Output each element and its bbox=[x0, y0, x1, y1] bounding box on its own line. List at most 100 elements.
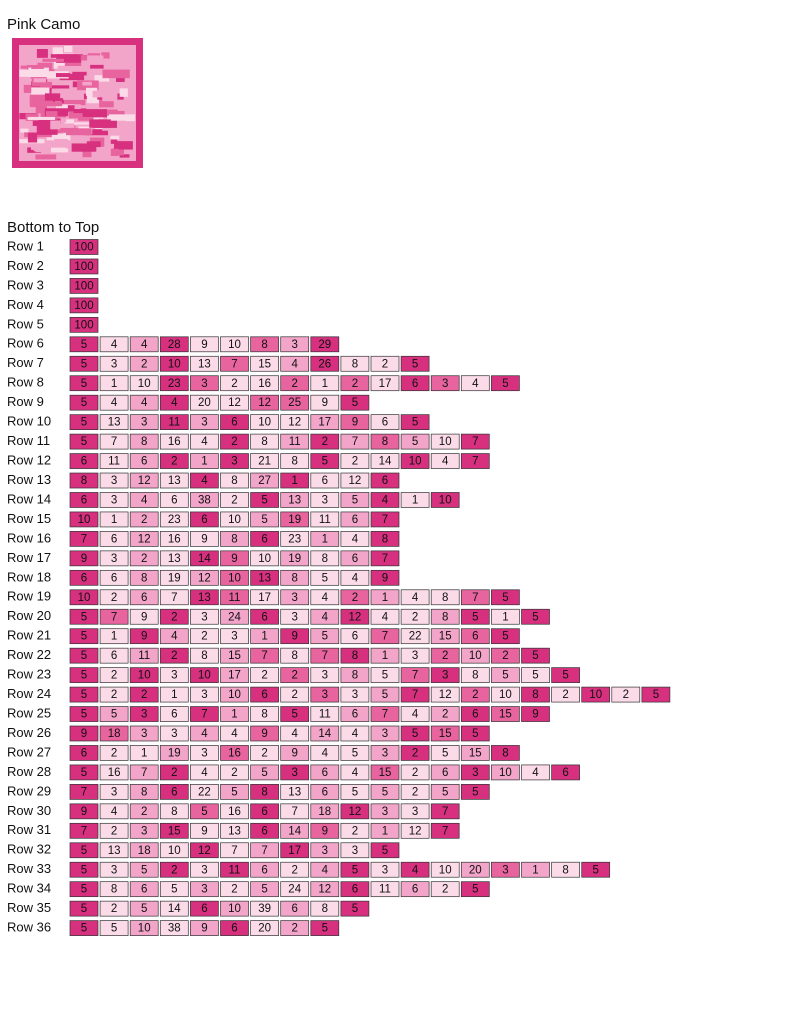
camo-blob bbox=[86, 141, 101, 148]
camo-blob bbox=[46, 133, 71, 141]
cell bbox=[69, 725, 99, 742]
cell bbox=[250, 433, 279, 450]
cell bbox=[99, 822, 129, 839]
cell bbox=[190, 803, 219, 820]
cell-count: 5 bbox=[171, 884, 177, 896]
cell-count: 9 bbox=[201, 923, 207, 935]
cell-count: 5 bbox=[81, 689, 87, 701]
cell bbox=[69, 569, 99, 586]
row-label: Row 9 bbox=[7, 394, 44, 409]
cell bbox=[430, 375, 460, 392]
cell-count: 14 bbox=[198, 553, 211, 565]
cell bbox=[521, 706, 550, 722]
cell bbox=[99, 803, 129, 820]
cell-count: 3 bbox=[141, 728, 147, 740]
cell-count: 3 bbox=[141, 417, 147, 429]
cell-count: 8 bbox=[201, 650, 207, 662]
cell bbox=[69, 745, 99, 761]
camo-blob bbox=[45, 111, 58, 120]
cell-count: 2 bbox=[412, 747, 418, 759]
cell bbox=[129, 355, 159, 372]
cell-count: 2 bbox=[231, 767, 237, 779]
row-label: Row 33 bbox=[7, 861, 51, 876]
cell bbox=[280, 433, 310, 450]
cell-count: 5 bbox=[81, 845, 87, 857]
cell bbox=[280, 706, 310, 722]
cell bbox=[129, 647, 159, 664]
cell bbox=[280, 511, 310, 528]
cell-count: 15 bbox=[439, 728, 452, 740]
cell-count: 3 bbox=[231, 631, 237, 643]
cell-count: 6 bbox=[442, 767, 448, 779]
cell bbox=[69, 453, 99, 469]
cell-count: 19 bbox=[168, 572, 181, 584]
cell bbox=[310, 511, 340, 528]
cell bbox=[190, 589, 219, 606]
cell-count: 9 bbox=[201, 825, 207, 837]
cell bbox=[280, 628, 310, 645]
cell bbox=[460, 686, 490, 703]
cell bbox=[340, 375, 370, 392]
cell-count: 19 bbox=[288, 553, 301, 565]
camo-blob bbox=[75, 124, 93, 128]
cell bbox=[159, 881, 189, 898]
cell bbox=[370, 414, 400, 430]
cell bbox=[99, 725, 129, 742]
cell bbox=[129, 745, 159, 761]
row-label: Row 20 bbox=[7, 608, 51, 623]
cell-count: 15 bbox=[439, 631, 452, 643]
cell-count: 10 bbox=[228, 689, 241, 701]
cell-count: 2 bbox=[171, 456, 177, 468]
cell bbox=[460, 861, 490, 878]
cell bbox=[129, 784, 159, 800]
cell bbox=[159, 686, 189, 703]
camo-blob bbox=[19, 69, 32, 77]
cell bbox=[129, 628, 159, 645]
cell-count: 2 bbox=[291, 923, 297, 935]
cell bbox=[340, 881, 370, 898]
cell bbox=[250, 706, 279, 722]
camo-blob bbox=[41, 71, 69, 79]
cell-count: 5 bbox=[111, 923, 117, 935]
cell bbox=[250, 453, 279, 469]
cell-count: 10 bbox=[78, 592, 91, 604]
cell-count: 10 bbox=[499, 767, 512, 779]
cell bbox=[340, 492, 370, 508]
cell bbox=[460, 375, 490, 392]
cell bbox=[280, 550, 310, 567]
cell bbox=[129, 511, 159, 528]
cell bbox=[69, 822, 99, 839]
cell bbox=[220, 686, 249, 703]
cell bbox=[190, 822, 219, 839]
cell bbox=[159, 920, 189, 936]
cell bbox=[310, 628, 340, 645]
camo-blob bbox=[36, 75, 47, 80]
cell bbox=[310, 706, 340, 722]
cell-count: 12 bbox=[288, 417, 301, 429]
cell-count: 38 bbox=[198, 495, 211, 507]
cell bbox=[280, 569, 310, 586]
cell bbox=[340, 764, 370, 781]
camo-blob bbox=[20, 65, 42, 69]
cell-count: 6 bbox=[322, 475, 328, 487]
cell bbox=[430, 433, 460, 450]
cell-count: 6 bbox=[261, 533, 267, 545]
cell-count: 5 bbox=[81, 670, 87, 682]
cell bbox=[340, 784, 370, 800]
cell-count: 6 bbox=[382, 417, 388, 429]
cell bbox=[310, 414, 340, 430]
cell-count: 6 bbox=[472, 631, 478, 643]
cell-count: 10 bbox=[409, 456, 422, 468]
cell-count: 4 bbox=[201, 767, 208, 779]
cell-count: 5 bbox=[81, 864, 87, 876]
cell bbox=[190, 492, 219, 508]
cell bbox=[280, 900, 310, 917]
cell bbox=[69, 394, 99, 411]
cell-count: 20 bbox=[469, 864, 482, 876]
camo-blob bbox=[35, 154, 57, 160]
cell bbox=[340, 900, 370, 917]
cell-count: 23 bbox=[288, 533, 301, 545]
cell-count: 5 bbox=[81, 436, 87, 448]
cell bbox=[250, 861, 279, 878]
camo-blob bbox=[55, 104, 76, 111]
